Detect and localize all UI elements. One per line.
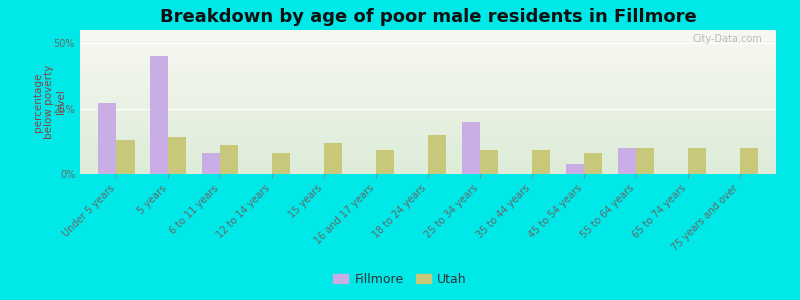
Bar (98, 103, 116, 174)
Bar (116, 140, 134, 174)
Bar (636, 148, 654, 174)
Bar (428, 135, 446, 174)
Bar (618, 148, 636, 174)
Bar (324, 142, 342, 174)
Bar (688, 148, 706, 174)
Bar (462, 122, 480, 174)
Y-axis label: percentage
below poverty
level: percentage below poverty level (33, 65, 66, 139)
Bar (740, 148, 758, 174)
Bar (532, 150, 550, 174)
Text: City-Data.com: City-Data.com (692, 34, 762, 44)
Title: Breakdown by age of poor male residents in Fillmore: Breakdown by age of poor male residents … (160, 8, 696, 26)
Bar (168, 137, 186, 174)
Bar (480, 150, 498, 174)
Bar (376, 150, 394, 174)
Bar (150, 56, 168, 174)
Bar (584, 153, 602, 174)
Legend: Fillmore, Utah: Fillmore, Utah (328, 268, 472, 291)
Bar (202, 153, 220, 174)
Bar (220, 145, 238, 174)
Bar (272, 153, 290, 174)
Bar (566, 164, 584, 174)
